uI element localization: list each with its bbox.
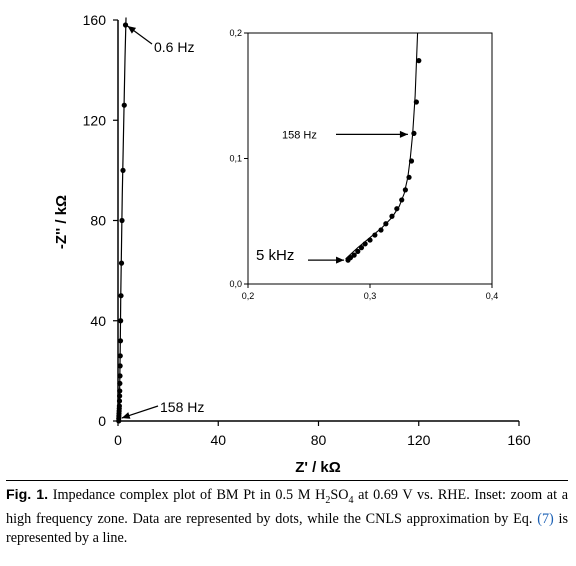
main-x-tick-label: 80 [311, 432, 327, 448]
annot-158hz-label: 158 Hz [160, 399, 204, 415]
main-data-point [117, 338, 124, 344]
inset-data-point [399, 197, 405, 203]
main-data-point [118, 318, 124, 324]
main-data-point [116, 398, 123, 404]
main-data-point [117, 373, 123, 379]
inset-annot-158hz-label: 158 Hz [282, 129, 317, 141]
main-y-tick-label: 80 [90, 213, 106, 229]
main-data-point [117, 380, 123, 387]
main-data-points [116, 22, 129, 424]
inset-data-point [406, 174, 412, 180]
main-data-point [122, 22, 129, 28]
main-annotations: 0.6 Hz 158 Hz [121, 25, 204, 419]
inset-y-tick-label: 0,2 [229, 28, 242, 38]
caption-text-2: SO [330, 487, 349, 503]
inset-x-tick-label: 0,2 [242, 291, 255, 301]
caption-sub-2: 4 [348, 494, 354, 506]
inset-data-point [362, 241, 368, 247]
inset-annot-5khz-label: 5 kHz [256, 247, 294, 264]
caption-sub-1: 2 [325, 494, 331, 506]
inset-data-point [394, 206, 400, 212]
main-data-point [118, 293, 124, 299]
main-y-axis-title: -Z'' / kΩ [53, 195, 70, 249]
main-x-axis-title: Z' / kΩ [295, 459, 341, 476]
annot-06hz-label: 0.6 Hz [154, 39, 194, 55]
inset-data-points [345, 58, 422, 263]
inset-data-point [367, 237, 373, 243]
main-data-point [117, 353, 123, 359]
main-data-point [117, 363, 123, 369]
inset-data-point [383, 221, 389, 227]
inset-data-point [347, 255, 354, 261]
inset-data-point [351, 252, 357, 258]
inset-ticks: 0,2 0,3 0,4 0,0 0,1 0,2 [229, 28, 498, 301]
inset-data-point [416, 58, 422, 64]
inset-data-point [372, 232, 378, 238]
caption-text-4: is represented by a line. [6, 510, 568, 546]
annot-06hz-arrow-head [127, 26, 137, 34]
main-y-tick-label: 160 [83, 12, 107, 28]
main-y-tick-label: 120 [83, 112, 107, 128]
caption-label: Fig. 1. [6, 487, 49, 503]
main-x-tick-label: 160 [507, 432, 531, 448]
inset-y-tick-label: 0,0 [229, 279, 242, 289]
inset-annot-158hz-arrow-head [399, 130, 408, 138]
inset-data-point [411, 130, 417, 136]
main-data-point [119, 217, 125, 224]
inset-data-point [378, 227, 384, 233]
main-data-point [118, 260, 125, 266]
inset-data-point [408, 158, 415, 164]
caption-equation-link[interactable]: (7) [537, 510, 554, 527]
main-x-tick-label: 40 [210, 432, 226, 448]
inset-data-point [358, 245, 365, 251]
main-data-point [120, 167, 126, 173]
main-y-tick-label: 40 [90, 313, 106, 329]
inset-data-point [355, 248, 361, 254]
main-data-point [117, 388, 123, 394]
inset-data-point [413, 99, 419, 105]
main-x-tick-label: 120 [407, 432, 431, 448]
main-data-point [121, 102, 127, 108]
inset-y-tick-label: 0,1 [229, 154, 242, 164]
inset-annot-5khz-arrow-head [336, 256, 345, 264]
main-x-tick-label: 0 [114, 432, 122, 448]
main-ticks: 0 40 80 120 160 0 40 80 120 160 [83, 12, 531, 448]
annot-158hz-arrow-head [121, 412, 131, 419]
figure-caption: Fig. 1. Impedance complex plot of BM Pt … [6, 486, 568, 548]
main-y-tick-label: 0 [98, 413, 106, 429]
caption-text-1: Impedance complex plot of BM Pt in 0.5 M… [48, 487, 326, 503]
caption-rule [6, 480, 568, 481]
main-data-point [117, 393, 123, 399]
inset-x-tick-label: 0,3 [364, 291, 377, 301]
caption-text-3: at 0.69 V vs. RHE. Inset: zoom at a high… [6, 487, 568, 527]
inset-x-tick-label: 0,4 [486, 291, 499, 301]
inset-data-point [402, 187, 408, 193]
inset-data-point [389, 213, 395, 219]
inset-annotations: 158 Hz 5 kHz [256, 129, 408, 264]
impedance-chart: 0 40 80 120 160 0 40 80 120 160 0.6 Hz 158 Hz Z' /… [53, 12, 531, 476]
main-data-point [116, 403, 122, 409]
